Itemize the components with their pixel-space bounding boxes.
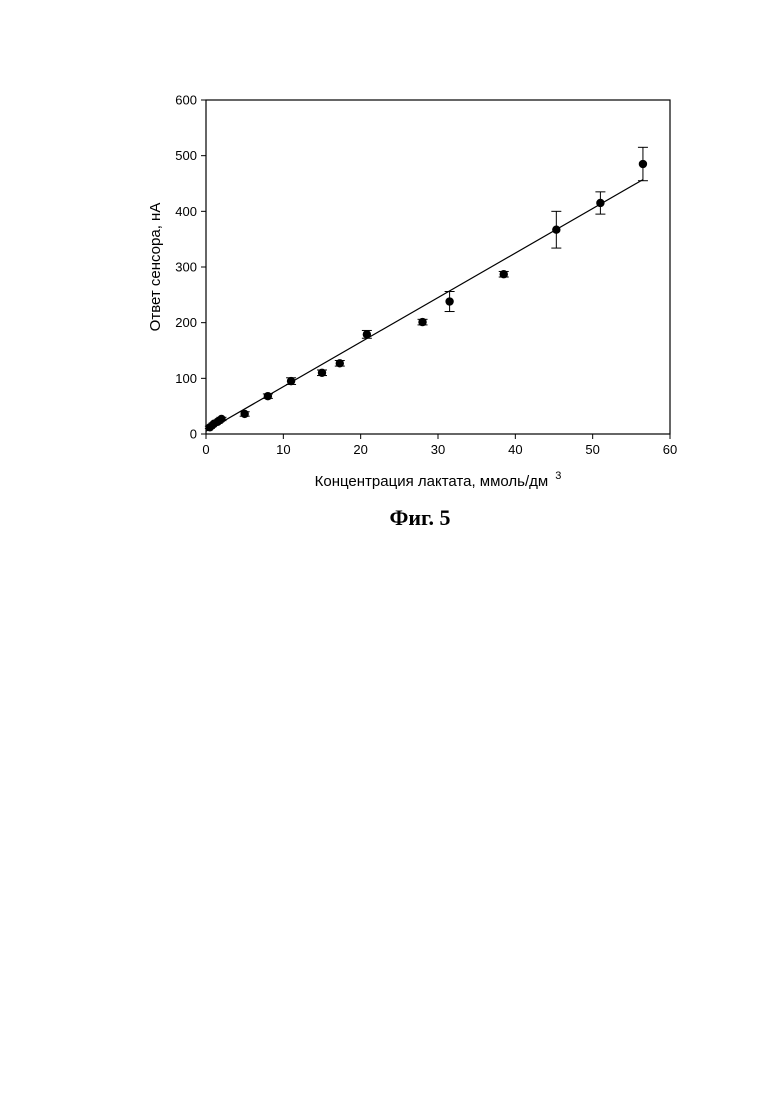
y-tick-label: 0 xyxy=(190,427,197,442)
plot-frame xyxy=(206,100,670,434)
data-point xyxy=(500,270,508,278)
y-tick-label: 500 xyxy=(175,148,197,163)
lactate-calibration-chart: 01020304050600100200300400500600 Концент… xyxy=(0,0,780,560)
x-tick-label: 20 xyxy=(353,442,367,457)
figure-caption: Фиг. 5 xyxy=(0,505,780,531)
data-point xyxy=(217,415,225,423)
y-tick-label: 200 xyxy=(175,315,197,330)
data-point xyxy=(639,160,647,168)
x-axis-label: Концентрация лактата, ммоль/дм 3 xyxy=(315,470,562,490)
data-point xyxy=(318,369,326,377)
data-point xyxy=(596,199,604,207)
error-bars xyxy=(205,147,648,428)
x-axis-label-text: Концентрация лактата, ммоль/дм xyxy=(315,473,549,490)
axes: 01020304050600100200300400500600 xyxy=(175,93,677,458)
x-axis-label-superscript: 3 xyxy=(555,470,561,482)
data-point xyxy=(264,392,272,400)
y-tick-label: 600 xyxy=(175,93,197,108)
data-point xyxy=(445,297,453,305)
x-tick-label: 30 xyxy=(431,442,445,457)
data-point xyxy=(418,318,426,326)
y-axis-label: Ответ сенсора, нА xyxy=(147,203,164,332)
x-tick-label: 0 xyxy=(202,442,209,457)
data-point xyxy=(552,226,560,234)
y-tick-label: 300 xyxy=(175,260,197,275)
x-tick-label: 50 xyxy=(585,442,599,457)
x-tick-label: 60 xyxy=(663,442,677,457)
data-point xyxy=(336,359,344,367)
x-tick-label: 40 xyxy=(508,442,522,457)
y-tick-label: 400 xyxy=(175,204,197,219)
data-points xyxy=(206,160,647,432)
data-point xyxy=(287,377,295,385)
data-point xyxy=(240,410,248,418)
y-tick-label: 100 xyxy=(175,371,197,386)
data-point xyxy=(363,330,371,338)
x-tick-label: 10 xyxy=(276,442,290,457)
